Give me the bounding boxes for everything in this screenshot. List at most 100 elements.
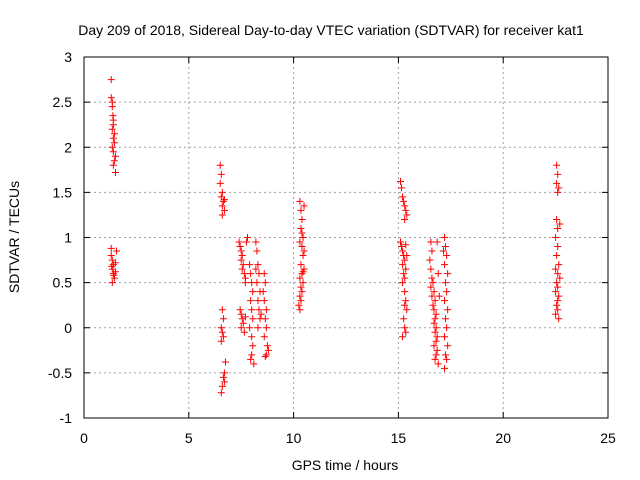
data-point-marker bbox=[299, 268, 307, 276]
data-point-marker bbox=[402, 206, 410, 214]
data-point-marker bbox=[554, 188, 562, 196]
data-point-marker bbox=[555, 184, 563, 192]
data-point-marker bbox=[554, 297, 562, 305]
data-point-marker bbox=[554, 283, 562, 291]
data-point-marker bbox=[403, 252, 411, 260]
data-point-marker bbox=[107, 244, 115, 252]
data-point-marker bbox=[112, 247, 120, 255]
data-point-marker bbox=[296, 274, 304, 282]
data-point-marker bbox=[402, 297, 410, 305]
data-point-marker bbox=[219, 315, 227, 323]
data-point-marker bbox=[262, 324, 270, 332]
data-point-marker bbox=[444, 306, 452, 314]
data-point-marker bbox=[298, 270, 306, 278]
data-point-marker bbox=[401, 215, 409, 223]
data-point-marker bbox=[264, 346, 272, 354]
data-point-marker bbox=[220, 369, 228, 377]
data-point-marker bbox=[297, 283, 305, 291]
data-point-marker bbox=[443, 288, 451, 296]
data-point-marker bbox=[555, 292, 563, 300]
data-point-marker bbox=[553, 252, 561, 260]
data-point-marker bbox=[431, 297, 439, 305]
data-point-marker bbox=[252, 238, 260, 246]
data-point-marker bbox=[261, 315, 269, 323]
data-point-marker bbox=[443, 252, 451, 260]
data-point-marker bbox=[556, 274, 564, 282]
data-point-marker bbox=[110, 271, 118, 279]
data-point-marker bbox=[441, 333, 449, 341]
axis-ticks: 0 5 10 15 20 25 -1 -0.5 0 0.5 1 1.5 2 2.5 3 bbox=[48, 49, 616, 446]
data-point-marker bbox=[298, 215, 306, 223]
data-point-marker bbox=[554, 306, 562, 314]
data-point-marker bbox=[396, 238, 404, 246]
y-tick-label: -0.5 bbox=[48, 365, 72, 381]
y-axis-label: SDTVAR / TECUs bbox=[6, 181, 22, 293]
data-point-marker bbox=[216, 161, 224, 169]
data-point-marker bbox=[299, 252, 307, 260]
data-point-marker bbox=[552, 234, 560, 241]
data-point-marker bbox=[403, 211, 411, 219]
data-point-marker bbox=[299, 234, 307, 241]
data-point-marker bbox=[399, 193, 407, 201]
data-point-marker bbox=[247, 297, 255, 305]
data-point-marker bbox=[108, 262, 116, 270]
data-point-marker bbox=[399, 333, 407, 341]
data-point-marker bbox=[403, 306, 411, 314]
data-point-marker bbox=[241, 279, 249, 287]
data-point-marker bbox=[254, 324, 262, 332]
data-point-marker bbox=[401, 288, 409, 296]
data-point-marker bbox=[427, 283, 435, 291]
data-point-marker bbox=[399, 247, 407, 255]
data-point-marker bbox=[433, 346, 441, 354]
data-point-marker bbox=[218, 188, 226, 196]
data-point-marker bbox=[434, 270, 442, 278]
y-tick-label: 3 bbox=[64, 49, 72, 65]
data-point-marker bbox=[299, 279, 307, 287]
data-point-marker bbox=[249, 342, 257, 350]
data-point-marker bbox=[554, 170, 562, 178]
data-point-marker bbox=[443, 355, 451, 363]
data-point-marker bbox=[443, 324, 451, 332]
data-point-marker bbox=[247, 355, 255, 363]
data-point-marker bbox=[260, 333, 268, 341]
data-point-marker bbox=[435, 292, 443, 300]
data-point-marker bbox=[442, 243, 450, 251]
data-point-marker bbox=[297, 206, 305, 214]
y-tick-label: 1.5 bbox=[53, 184, 73, 200]
data-point-marker bbox=[432, 337, 440, 345]
data-points bbox=[107, 76, 564, 397]
x-tick-label: 25 bbox=[600, 430, 616, 446]
data-point-marker bbox=[300, 247, 308, 255]
data-point-marker bbox=[430, 306, 438, 314]
data-point-marker bbox=[427, 238, 435, 246]
x-tick-label: 5 bbox=[185, 430, 193, 446]
data-point-marker bbox=[111, 268, 119, 276]
data-point-marker bbox=[108, 103, 116, 111]
x-axis-label: GPS time / hours bbox=[292, 457, 399, 473]
data-point-marker bbox=[236, 243, 244, 251]
data-point-marker bbox=[260, 270, 268, 278]
data-point-marker bbox=[220, 378, 228, 386]
data-point-marker bbox=[298, 243, 306, 251]
data-point-marker bbox=[429, 279, 437, 287]
data-point-marker bbox=[432, 351, 440, 359]
data-point-marker bbox=[239, 261, 247, 269]
data-point-marker bbox=[401, 301, 409, 309]
data-point-marker bbox=[241, 313, 249, 321]
data-point-marker bbox=[426, 256, 434, 264]
data-point-marker bbox=[441, 364, 449, 372]
data-point-marker bbox=[442, 315, 450, 323]
data-point-marker bbox=[262, 351, 270, 359]
data-point-marker bbox=[552, 265, 560, 273]
data-point-marker bbox=[237, 256, 245, 264]
data-point-marker bbox=[218, 202, 226, 210]
data-point-marker bbox=[401, 202, 409, 210]
y-tick-label: 2.5 bbox=[53, 94, 73, 110]
data-point-marker bbox=[247, 270, 255, 278]
data-point-marker bbox=[430, 288, 438, 296]
data-point-marker bbox=[431, 315, 439, 323]
data-point-marker bbox=[300, 202, 308, 210]
data-point-marker bbox=[439, 247, 447, 255]
data-point-marker bbox=[252, 265, 260, 273]
data-point-marker bbox=[235, 238, 243, 246]
